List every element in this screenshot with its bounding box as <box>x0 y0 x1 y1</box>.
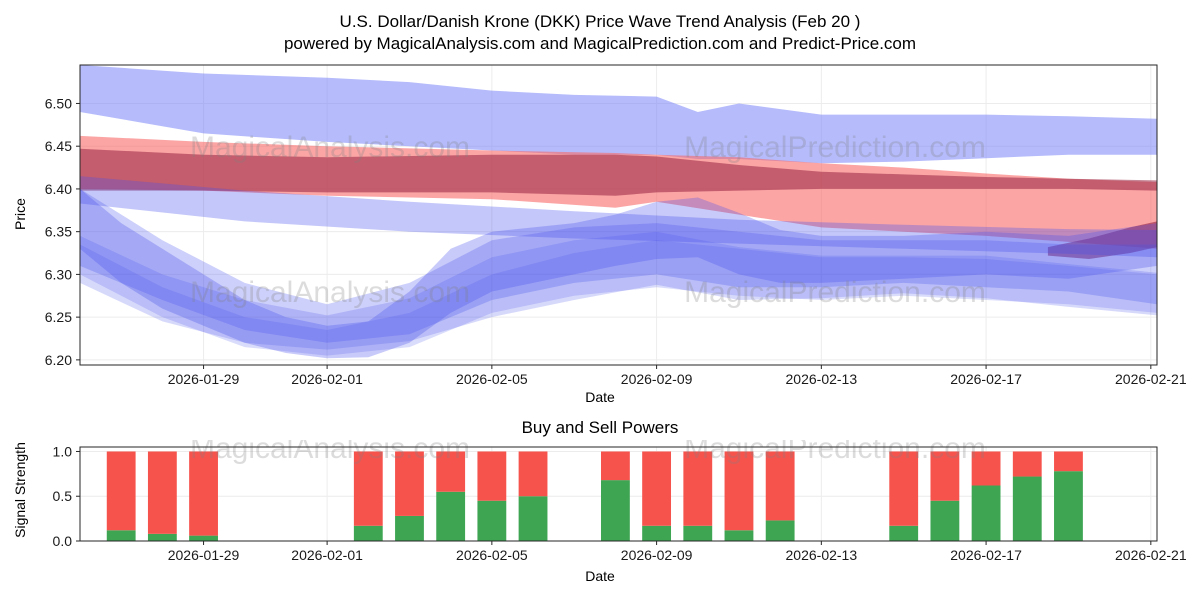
buy-bar <box>106 530 136 541</box>
blue-wave-band-2 <box>80 188 1157 359</box>
upper-forecast-band <box>80 65 1157 164</box>
svg-text:6.40: 6.40 <box>45 181 72 197</box>
svg-text:2026-02-09: 2026-02-09 <box>621 547 693 563</box>
buy-bar <box>683 525 713 541</box>
svg-text:6.25: 6.25 <box>45 309 72 325</box>
sell-bar <box>889 451 919 526</box>
buy-bar <box>147 533 177 541</box>
svg-text:MagicalPrediction.com: MagicalPrediction.com <box>684 440 986 465</box>
svg-text:2026-02-21: 2026-02-21 <box>1115 547 1187 563</box>
chart-subtitle: powered by MagicalAnalysis.com and Magic… <box>283 34 917 53</box>
buy-bar <box>477 500 507 541</box>
svg-text:MagicalPrediction.com: MagicalPrediction.com <box>684 131 986 164</box>
sell-bar <box>1054 451 1083 472</box>
buy-bar <box>889 525 919 541</box>
sell-bar <box>724 451 754 531</box>
sell-bar <box>518 451 548 497</box>
sell-bar <box>477 451 507 501</box>
svg-text:2026-01-29: 2026-01-29 <box>168 371 240 387</box>
price-wave-chart: MagicalAnalysis.com MagicalPrediction.com… <box>45 64 1187 387</box>
blue-wave-band-4 <box>80 240 1157 356</box>
svg-text:2026-02-17: 2026-02-17 <box>950 547 1022 563</box>
sell-bar <box>395 451 424 516</box>
blue-diagonal-band <box>80 176 1157 258</box>
buy-bar <box>1012 476 1042 541</box>
svg-text:0.5: 0.5 <box>53 488 73 504</box>
date-axis-label-bottom: Date <box>585 568 615 584</box>
sell-bar <box>642 451 672 526</box>
svg-text:MagicalPrediction.com: MagicalPrediction.com <box>684 276 986 309</box>
buy-bar <box>518 496 548 541</box>
blue-wave-band-1 <box>80 188 1157 343</box>
maroon-end-blob <box>1047 221 1157 259</box>
svg-text:6.45: 6.45 <box>45 138 72 154</box>
svg-text:2026-02-01: 2026-02-01 <box>291 547 363 563</box>
date-axis-label-main: Date <box>585 389 615 405</box>
buy-bar <box>724 530 754 541</box>
buy-bar <box>436 491 466 541</box>
chart-title: U.S. Dollar/Danish Krone (DKK) Price Wav… <box>339 12 861 31</box>
sell-bar <box>436 451 466 492</box>
buy-bar <box>353 525 383 541</box>
svg-text:2026-02-09: 2026-02-09 <box>621 371 693 387</box>
buy-bar <box>189 535 218 541</box>
svg-text:6.20: 6.20 <box>45 352 72 368</box>
sell-bar <box>1012 451 1042 477</box>
buy-bar <box>930 500 960 541</box>
svg-text:6.30: 6.30 <box>45 266 72 282</box>
sell-bar <box>189 451 218 536</box>
sell-bar <box>147 451 177 534</box>
svg-text:MagicalAnalysis.com: MagicalAnalysis.com <box>190 276 470 309</box>
svg-text:2026-02-05: 2026-02-05 <box>456 371 528 387</box>
buy-sell-powers-title: Buy and Sell Powers <box>521 418 679 437</box>
sell-bar <box>971 451 1001 486</box>
svg-text:2026-02-01: 2026-02-01 <box>291 371 363 387</box>
svg-text:6.35: 6.35 <box>45 224 72 240</box>
sell-bar <box>106 451 136 531</box>
svg-text:2026-02-17: 2026-02-17 <box>950 371 1022 387</box>
buy-bar <box>600 480 630 541</box>
sell-bar <box>600 451 630 481</box>
svg-text:0.0: 0.0 <box>53 533 73 549</box>
svg-text:1.0: 1.0 <box>53 443 73 459</box>
sell-bar <box>683 451 713 526</box>
sell-bar <box>930 451 960 501</box>
sell-bar <box>765 451 795 521</box>
svg-text:MagicalAnalysis.com: MagicalAnalysis.com <box>190 440 470 465</box>
svg-text:2026-02-05: 2026-02-05 <box>456 547 528 563</box>
buy-bar <box>971 485 1001 541</box>
svg-text:2026-02-21: 2026-02-21 <box>1115 371 1187 387</box>
svg-text:6.50: 6.50 <box>45 95 72 111</box>
svg-text:2026-02-13: 2026-02-13 <box>786 547 858 563</box>
svg-text:2026-02-13: 2026-02-13 <box>786 371 858 387</box>
svg-text:2026-01-29: 2026-01-29 <box>168 547 240 563</box>
svg-text:MagicalAnalysis.com: MagicalAnalysis.com <box>190 131 470 164</box>
buy-bar <box>1054 471 1083 541</box>
maroon-band <box>80 148 1157 196</box>
sell-bar <box>353 451 383 526</box>
buy-sell-powers-chart: MagicalAnalysis.com MagicalPrediction.com… <box>53 440 1187 563</box>
buy-bar <box>395 515 424 541</box>
buy-bar <box>642 525 672 541</box>
buy-bar <box>765 520 795 541</box>
blue-wave-band-3 <box>80 231 1157 350</box>
